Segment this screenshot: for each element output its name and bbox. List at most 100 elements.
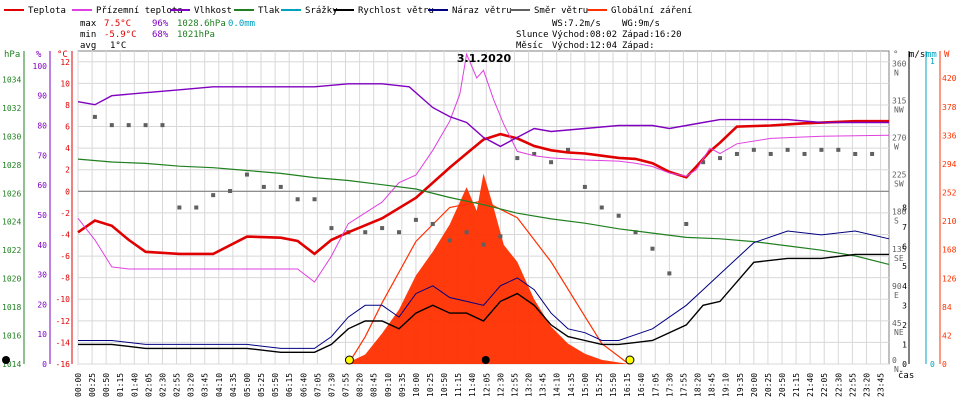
- x-tick-label: 02:55: [173, 373, 182, 397]
- temperature-tick-label: -2: [60, 209, 70, 218]
- wind-direction-dot: [160, 123, 165, 128]
- moon-marker-left: [2, 356, 10, 364]
- rain-tick-label: 1: [930, 57, 935, 66]
- wind-direction-dot: [413, 217, 418, 222]
- pressure-tick-label: 1016: [2, 332, 21, 341]
- wind-direction-dot: [126, 123, 131, 128]
- wind-direction-dot: [380, 226, 385, 231]
- humidity-tick-label: 0: [42, 360, 47, 369]
- temperature-tick-label: 0: [65, 187, 70, 196]
- legend-label: Srážky: [305, 6, 338, 16]
- stat-avg-label: avg: [80, 41, 96, 51]
- x-tick-label: 05:00: [243, 373, 252, 397]
- x-tick-label: 05:25: [257, 373, 266, 397]
- radiation-tick-label: 210: [942, 217, 957, 226]
- wind-direction-dot: [853, 151, 858, 156]
- pressure-tick-label: 1020: [2, 275, 21, 284]
- series-line-teplota: [77, 119, 889, 256]
- pressure-tick-label: 1026: [2, 189, 21, 198]
- x-tick-label: 13:45: [539, 373, 548, 397]
- x-tick-label: 17:30: [665, 373, 674, 397]
- unit-w: W: [944, 50, 950, 60]
- series-line-tlak: [77, 158, 890, 265]
- radiation-area-shape: [344, 173, 629, 364]
- wind-direction-dot: [667, 271, 672, 276]
- humidity-tick-label: 80: [37, 122, 47, 131]
- wind-direction-dot: [211, 193, 216, 198]
- x-tick-label: 15:50: [609, 373, 618, 397]
- wind-direction-dot: [582, 184, 587, 189]
- temperature-tick-label: -16: [56, 360, 71, 369]
- x-tick-label: 16:15: [623, 373, 632, 397]
- series-line-rychlost-v-tru: [78, 253, 889, 353]
- x-tick-label: 22:05: [820, 373, 829, 397]
- x-tick-label: 14:10: [553, 373, 562, 397]
- x-tick-label: 08:20: [356, 373, 365, 397]
- info-moon-rise: Východ:12:04: [552, 41, 617, 51]
- wind-direction-dot: [278, 184, 283, 189]
- wind-direction-dot: [515, 156, 520, 161]
- wind-tick-label: 5: [902, 262, 907, 271]
- x-tick-label: 17:55: [679, 373, 688, 397]
- x-tick-label: 13:20: [525, 373, 534, 397]
- x-tick-label: 01:15: [116, 373, 125, 397]
- direction-tick-letter: S: [894, 217, 899, 226]
- x-axis-label: čas: [898, 370, 914, 381]
- x-tick-label: 23:20: [862, 373, 871, 397]
- x-tick-label: 15:25: [595, 373, 604, 397]
- stat-max-label: max: [80, 19, 97, 29]
- wind-direction-dot: [734, 151, 739, 156]
- direction-tick-letter: NE: [894, 328, 904, 337]
- x-tick-label: 20:50: [778, 373, 787, 397]
- x-tick-label: 06:15: [285, 373, 294, 397]
- wind-tick-label: 1: [902, 340, 907, 349]
- x-tick-label: 10:00: [412, 373, 421, 397]
- info-moon-set: Západ:: [622, 41, 655, 51]
- direction-tick-letter: NW: [894, 106, 904, 115]
- legend: Teplota Přízemní teplota Vlhkost Tlak Srážky…: [4, 6, 692, 16]
- unit-mm: mm: [926, 50, 937, 60]
- info-ws: WS:7.2m/s: [552, 19, 601, 29]
- x-tick-label: 07:30: [327, 373, 336, 397]
- radiation-tick-label: 0: [942, 360, 947, 369]
- wind-direction-dot: [633, 230, 638, 235]
- wind-direction-dot: [616, 213, 621, 218]
- wind-direction-dot: [295, 197, 300, 202]
- wind-direction-dot: [785, 147, 790, 152]
- x-tick-label: 03:20: [187, 373, 196, 397]
- x-tick-label: 00:00: [74, 373, 83, 397]
- wind-direction-dot: [329, 226, 334, 231]
- direction-tick-label: 45: [892, 319, 902, 328]
- radiation-tick-label: 378: [942, 103, 957, 112]
- stat-min-hum: 68%: [152, 30, 169, 40]
- x-tick-label: 00:25: [88, 373, 97, 397]
- humidity-tick-label: 60: [37, 181, 47, 190]
- info-sun-set: Západ:16:20: [622, 30, 682, 40]
- direction-tick-letter: N: [894, 365, 899, 374]
- wind-direction-dot: [261, 184, 266, 189]
- pressure-tick-label: 1032: [2, 104, 21, 113]
- stat-min-press: 1021hPa: [177, 30, 215, 40]
- x-tick-label: 09:10: [384, 373, 393, 397]
- series-line-vlhkost: [77, 83, 889, 148]
- wind-tick-label: 2: [902, 321, 907, 330]
- wind-direction-dot: [244, 172, 249, 177]
- direction-tick-letter: E: [894, 291, 899, 300]
- info-moon: Měsíc: [516, 41, 543, 51]
- temperature-tick-label: -14: [56, 338, 71, 347]
- x-tick-label: 07:05: [313, 373, 322, 397]
- radiation-tick-label: 168: [942, 246, 957, 255]
- wind-direction-dot: [430, 221, 435, 226]
- wind-direction-dot: [312, 197, 317, 202]
- x-tick-label: 18:45: [708, 373, 717, 397]
- x-tick-label: 17:05: [651, 373, 660, 397]
- x-tick-label: 12:05: [482, 373, 491, 397]
- x-tick-label: 22:55: [848, 373, 857, 397]
- x-tick-label: 10:50: [440, 373, 449, 397]
- wind-direction-dot: [109, 123, 114, 128]
- x-tick-label: 00:50: [102, 373, 111, 397]
- x-tick-label: 12:55: [510, 373, 519, 397]
- wind-direction-dot: [565, 147, 570, 152]
